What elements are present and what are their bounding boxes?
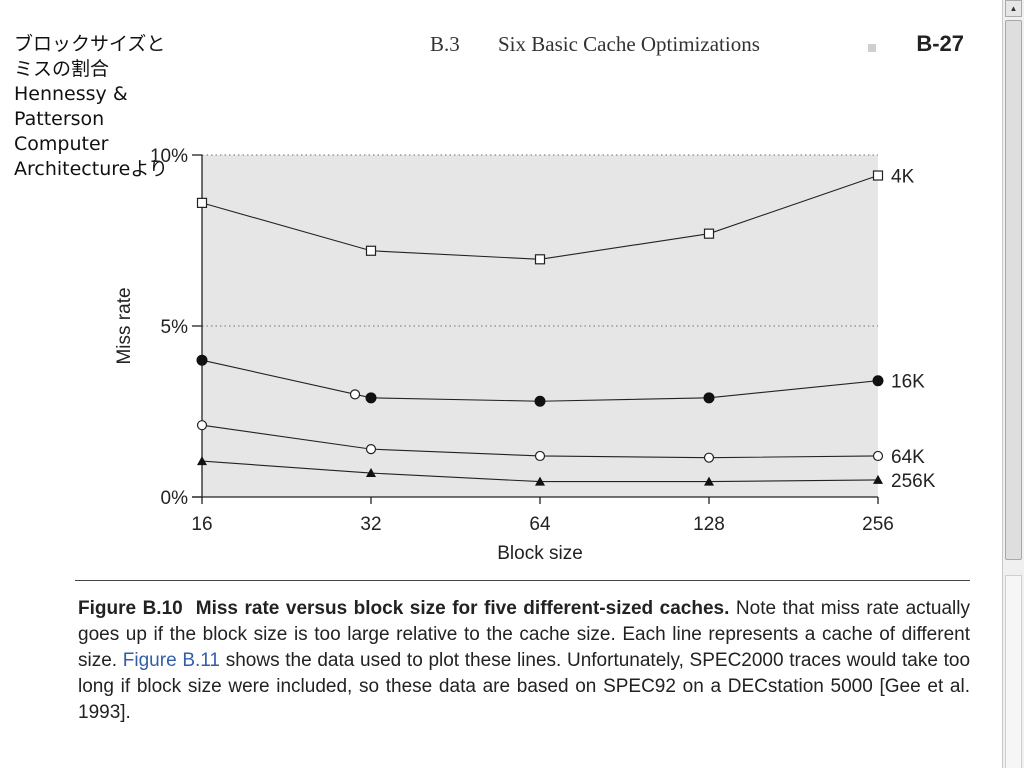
series-label-16K: 16K — [891, 372, 925, 393]
data-point-64K — [534, 450, 546, 462]
scrollbar-track[interactable] — [1005, 575, 1022, 768]
side-note-line: Computer — [14, 133, 109, 155]
caption-text-continued: shows the data used to plot these lines.… — [78, 650, 971, 723]
x-tick-label: 128 — [693, 514, 725, 535]
section-title: Six Basic Cache Optimizations — [498, 32, 760, 56]
side-note-line: Architectureより — [14, 158, 168, 180]
series-label-64K: 64K — [891, 447, 925, 468]
separator-square — [868, 44, 876, 52]
scrollbar-thumb[interactable] — [1005, 20, 1022, 560]
y-tick-label: 0% — [161, 488, 189, 509]
x-axis-label: Block size — [497, 543, 583, 564]
side-note: ブロックサイズと ミスの割合 Hennessy & Patterson Comp… — [14, 32, 204, 182]
data-point-256K — [704, 476, 714, 486]
x-tick-label: 32 — [360, 514, 381, 535]
scroll-up-arrow-icon[interactable]: ▲ — [1005, 0, 1022, 17]
data-point-16K-extra — [349, 389, 361, 400]
data-point-16K — [196, 354, 208, 366]
data-point-64K — [703, 452, 715, 463]
data-point-256K — [197, 456, 207, 466]
data-point-4K — [872, 170, 884, 181]
side-note-line: ミスの割合 — [14, 58, 110, 80]
data-point-16K — [872, 375, 884, 387]
side-note-line: ブロックサイズと — [14, 33, 166, 55]
data-point-4K — [196, 197, 208, 208]
data-point-256K — [873, 474, 883, 484]
figure-heading: Miss rate versus block size for five dif… — [195, 598, 730, 619]
y-tick-label: 5% — [161, 317, 189, 338]
miss-rate-chart: 0% 5% 10% 16 32 64 128 256 Block size Miss rate 4K… — [114, 146, 936, 564]
data-point-4K — [365, 245, 377, 256]
caption-text: Note that miss rate actually goes up if … — [78, 598, 970, 671]
data-point-256K — [366, 468, 376, 478]
x-tick-label: 16 — [191, 514, 212, 535]
side-note-line: Hennessy & — [14, 83, 128, 105]
vertical-scrollbar[interactable]: ▲ — [1002, 0, 1024, 768]
figure-label: Figure B.10 — [78, 598, 183, 619]
data-point-64K — [872, 450, 884, 462]
data-point-64K — [365, 444, 377, 455]
data-point-16K — [534, 395, 546, 407]
page-number: B-27 — [916, 31, 964, 56]
y-axis-label: Miss rate — [114, 287, 135, 364]
section-number: B.3 — [430, 32, 460, 56]
x-tick-label: 64 — [529, 514, 551, 535]
data-point-4K — [703, 228, 715, 239]
data-point-4K — [534, 254, 546, 265]
running-head: B.3 Six Basic Cache Optimizations B-27 — [430, 31, 964, 62]
figure-link[interactable]: Figure B.11 — [122, 650, 221, 671]
data-point-256K — [535, 476, 545, 486]
figure-caption: Figure B.10 Miss rate versus block size … — [78, 596, 970, 726]
data-point-64K — [196, 420, 208, 431]
side-note-line: Patterson — [14, 108, 105, 130]
x-tick-label: 256 — [862, 514, 894, 535]
data-point-16K — [703, 392, 715, 404]
y-tick-label: 10% — [150, 146, 188, 167]
series-label-256K: 256K — [891, 471, 936, 492]
data-point-16K — [365, 392, 377, 404]
caption-rule — [75, 580, 970, 581]
series-label-4K: 4K — [891, 167, 915, 188]
